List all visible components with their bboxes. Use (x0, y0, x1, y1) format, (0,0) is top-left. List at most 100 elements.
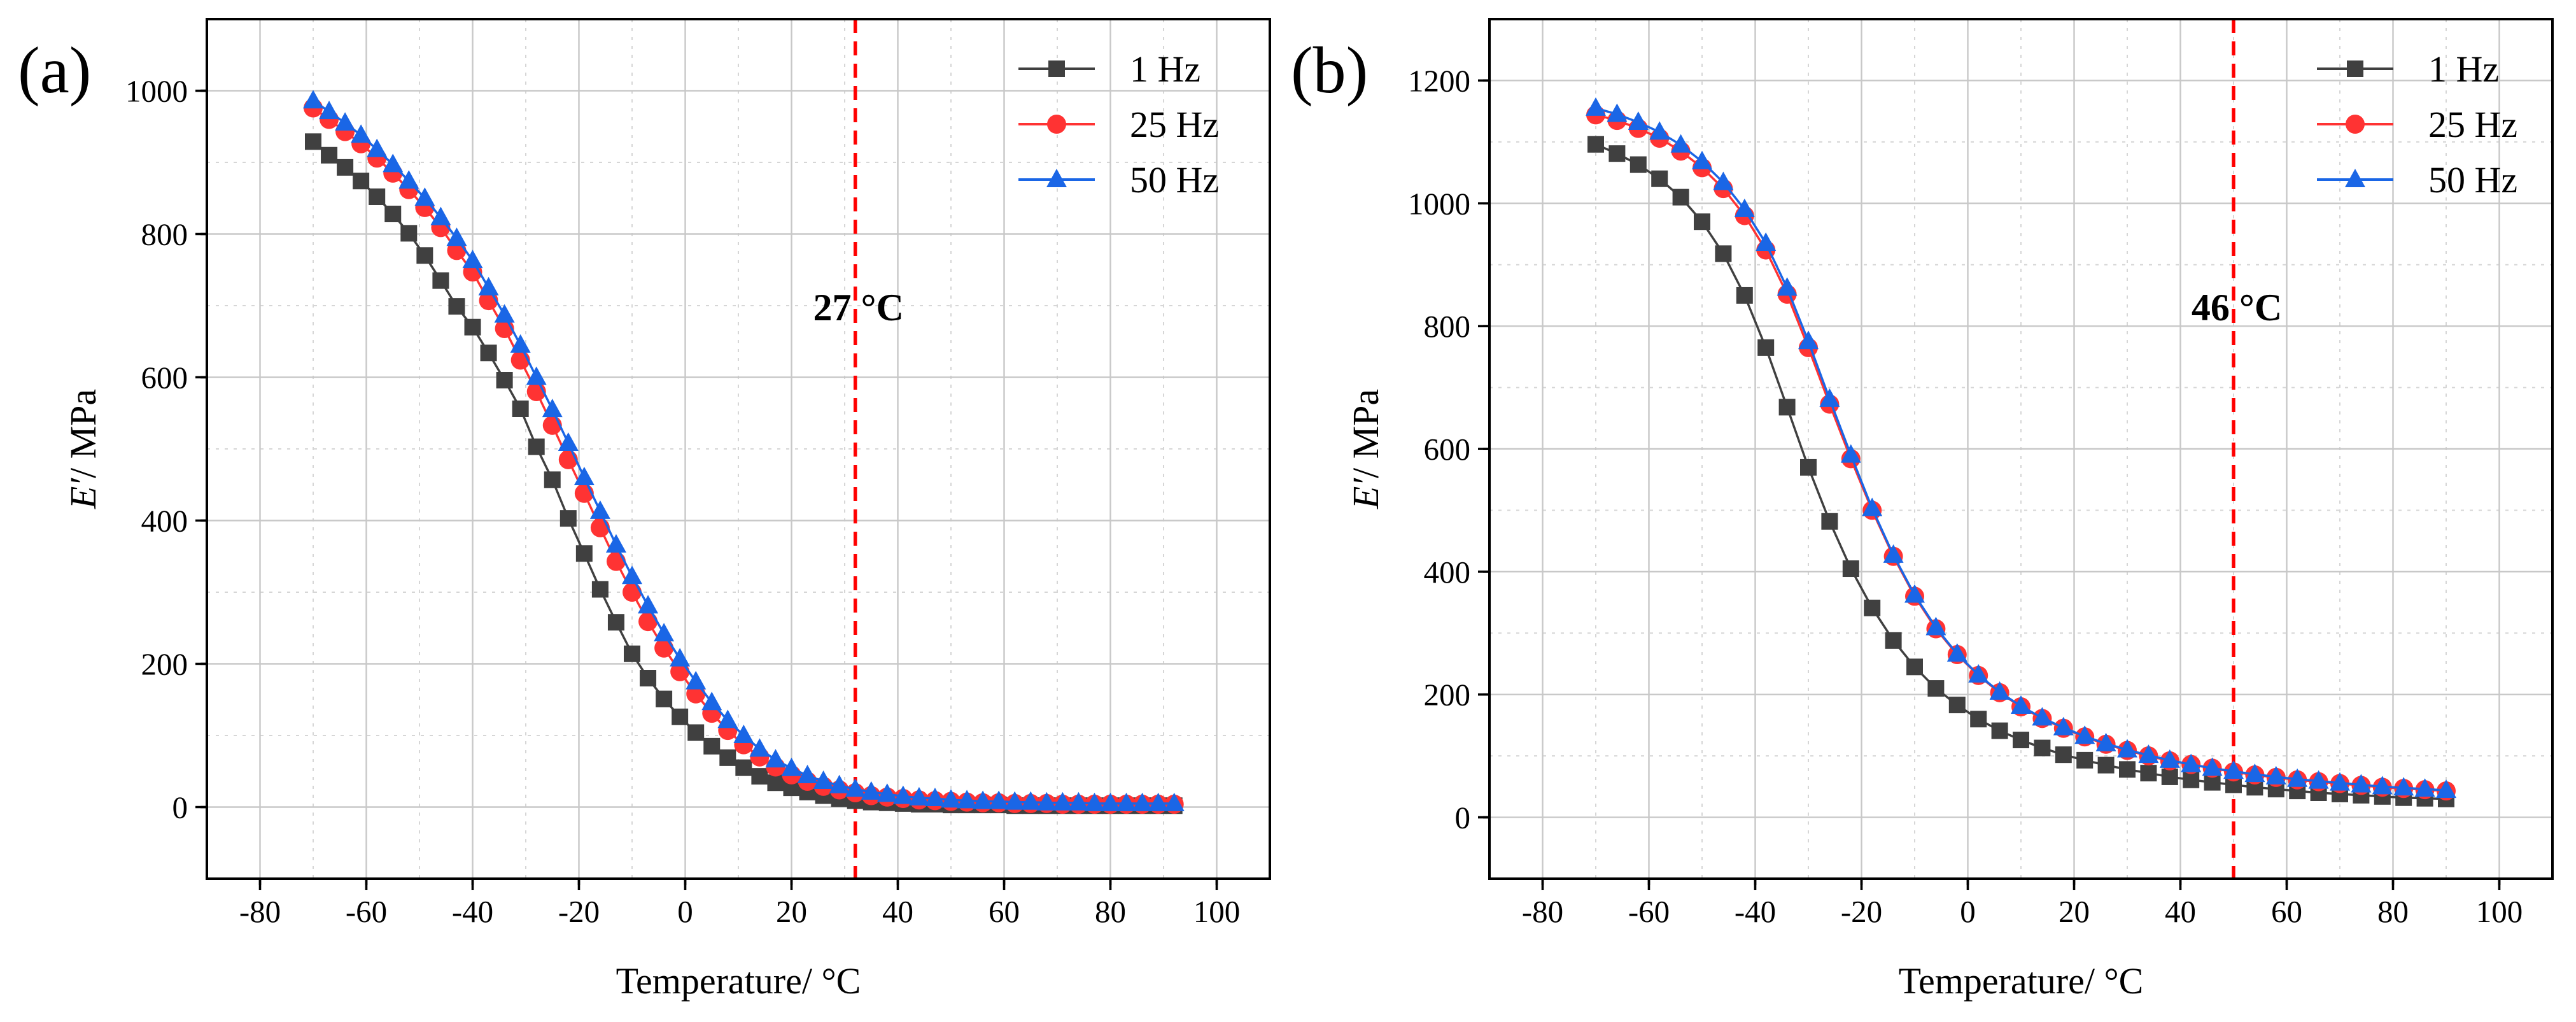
data-point (2351, 774, 2372, 793)
data-point (2076, 751, 2094, 769)
data-point (353, 173, 370, 190)
data-point (2181, 753, 2202, 772)
y-axis-title: E′/ MPa (1345, 389, 1386, 509)
data-point (367, 138, 388, 157)
legend-marker (1048, 60, 1065, 77)
data-point (1607, 103, 1628, 122)
x-tick-label: -20 (558, 894, 600, 929)
data-point (845, 778, 866, 797)
y-axis-title-symbol: E′ (62, 478, 104, 509)
data-point (2032, 707, 2053, 726)
data-point (2161, 768, 2178, 785)
data-point (2095, 732, 2116, 751)
x-tick-label: 20 (776, 894, 807, 929)
data-point (2372, 776, 2393, 795)
data-point (607, 614, 624, 631)
data-point (1906, 658, 1923, 676)
data-point (1946, 643, 1967, 662)
data-point (446, 227, 467, 246)
legend-marker (2345, 169, 2365, 187)
data-point (383, 153, 404, 173)
data-point (781, 757, 802, 776)
data-point (1692, 150, 1712, 169)
x-tick-label: -60 (1628, 894, 1670, 929)
data-point (813, 770, 834, 789)
x-tick-label: -80 (1522, 894, 1563, 929)
data-point (749, 738, 770, 757)
panel-label: (a) (18, 34, 91, 107)
series-25-hz (304, 98, 1184, 814)
data-point (528, 438, 545, 455)
data-point (687, 724, 705, 741)
x-tick-label: 40 (882, 894, 913, 929)
x-tick-label: 60 (2271, 894, 2302, 929)
panel-b: -80 -60 -40 -20 0 20 40 60 80 1000200400600800100… (1291, 18, 2554, 1002)
data-point (829, 774, 850, 793)
data-point (1084, 792, 1105, 811)
data-point (430, 206, 451, 225)
legend-label: 1 Hz (2428, 48, 2499, 90)
data-point (1777, 277, 1798, 296)
data-point (717, 709, 738, 728)
data-point (303, 90, 323, 109)
legend-label: 50 Hz (2428, 159, 2517, 201)
data-point (719, 749, 736, 766)
panel-label: (b) (1291, 34, 1368, 107)
data-point (1608, 145, 1626, 162)
data-point (400, 225, 418, 242)
data-point (1649, 121, 1670, 140)
data-point (767, 774, 784, 791)
data-point (2159, 749, 2180, 768)
data-point (335, 112, 356, 131)
data-point (1734, 198, 1755, 217)
data-point (1736, 287, 1753, 304)
data-point (1628, 111, 1649, 130)
data-point (861, 781, 882, 800)
series-50-hz (303, 90, 1185, 811)
data-point (2183, 771, 2200, 788)
y-tick-label: 200 (1424, 678, 1471, 713)
data-point (686, 671, 707, 690)
data-point (480, 344, 497, 362)
data-point (1651, 170, 1668, 187)
data-point (574, 467, 595, 485)
x-axis-title: Temperature/ °C (616, 960, 861, 1002)
data-point (638, 595, 659, 614)
data-point (1100, 792, 1121, 811)
data-point (305, 133, 321, 150)
y-tick-label: 800 (141, 217, 188, 252)
plot-frame (206, 18, 1271, 880)
data-point (2414, 778, 2435, 797)
x-tick-label: 100 (1193, 894, 1241, 929)
data-point (941, 789, 961, 808)
y-tick-label: 800 (1424, 309, 1471, 344)
data-point (623, 583, 642, 602)
data-point (624, 645, 640, 662)
data-point (1004, 791, 1025, 810)
data-point (1672, 188, 1689, 206)
data-point (1713, 171, 1734, 190)
y-tick-label: 200 (141, 647, 188, 682)
legend-label: 1 Hz (1130, 48, 1200, 90)
data-point (2330, 772, 2350, 791)
data-point (1756, 232, 1777, 251)
data-point (337, 159, 354, 176)
data-point (908, 786, 929, 806)
data-point (2011, 695, 2031, 714)
y-axis-title: E′/ MPa (62, 389, 104, 509)
data-point (2119, 761, 2136, 778)
data-point (319, 101, 340, 120)
data-point (638, 612, 658, 632)
data-point (1925, 616, 1946, 635)
data-point (2034, 739, 2051, 756)
data-point (1970, 711, 1987, 728)
y-tick-label: 1200 (1408, 63, 1470, 98)
data-point (670, 648, 691, 667)
data-point (1694, 213, 1710, 231)
data-point (656, 690, 673, 707)
data-point (1862, 497, 1883, 516)
data-point (957, 790, 978, 809)
data-point (703, 737, 721, 755)
data-point (589, 500, 610, 519)
